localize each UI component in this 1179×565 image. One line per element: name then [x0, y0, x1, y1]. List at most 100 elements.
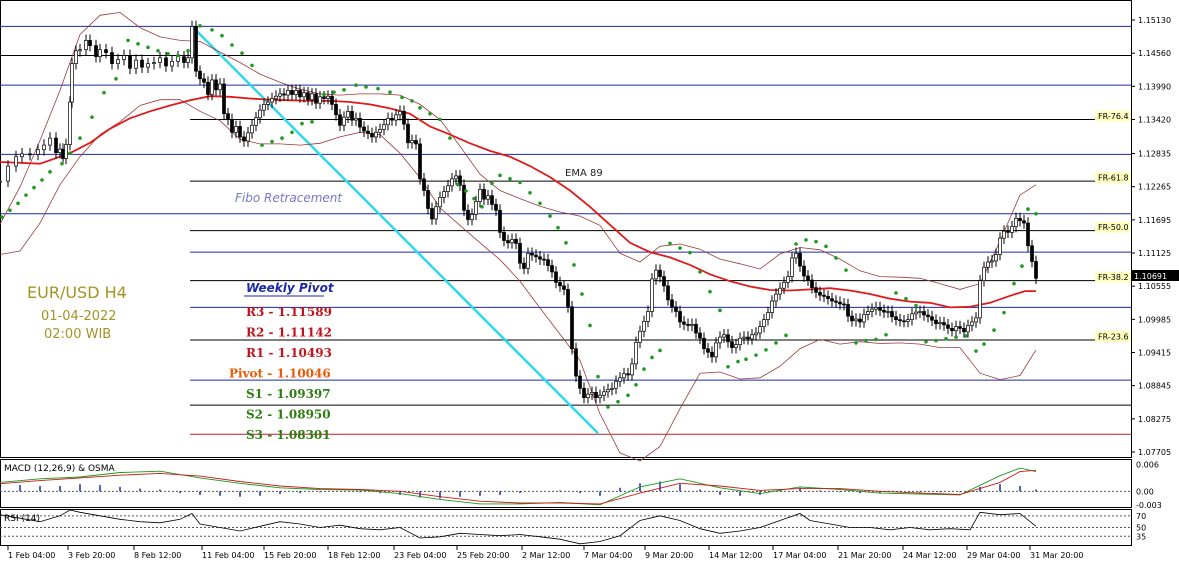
- candle-body: [686, 323, 690, 326]
- sar-dot: [688, 250, 692, 255]
- parabolic-sar: [0, 24, 1038, 409]
- candle-body: [61, 148, 65, 159]
- candle-body: [762, 319, 766, 327]
- candle-body: [878, 307, 882, 311]
- sar-dot: [0, 215, 4, 220]
- candle-body: [122, 55, 126, 60]
- candle-body: [1014, 218, 1018, 227]
- candle-body: [422, 178, 426, 191]
- candle-body: [462, 184, 466, 211]
- candle-body: [750, 334, 754, 340]
- candle-body: [88, 40, 92, 46]
- candle-body: [6, 165, 10, 182]
- y-tick-label: 1.10555: [1138, 282, 1171, 291]
- candle-body: [550, 265, 554, 273]
- candle-body: [230, 119, 234, 133]
- sar-dot: [428, 111, 432, 116]
- sar-dot: [48, 170, 52, 174]
- candle-body: [182, 56, 186, 63]
- y-tick-label: 1.12835: [1138, 150, 1171, 159]
- candle-body: [410, 140, 414, 144]
- candle-body: [698, 332, 702, 339]
- pivot-level-label: Pivot - 1.10046: [229, 367, 331, 381]
- current-price-label: 1.10691: [1134, 272, 1167, 281]
- candle-body: [84, 40, 88, 51]
- candle-body: [874, 307, 878, 310]
- candle-body: [710, 351, 714, 358]
- candle-body: [910, 313, 914, 320]
- candle-body: [870, 308, 874, 312]
- candle-body: [326, 95, 330, 99]
- candle-body: [518, 243, 522, 264]
- sar-dot: [814, 239, 818, 244]
- candle-body: [36, 149, 40, 155]
- candle-body: [458, 175, 462, 186]
- candle-body: [48, 137, 52, 146]
- candle-body: [270, 98, 274, 103]
- candle-body: [722, 334, 726, 338]
- candle-body: [250, 124, 254, 134]
- sar-dot: [992, 328, 996, 332]
- candle-body: [838, 301, 842, 305]
- candle-body: [140, 59, 144, 68]
- sar-dot: [332, 90, 336, 94]
- sar-dot: [864, 338, 868, 343]
- candle-body: [222, 83, 226, 115]
- sar-dot: [166, 51, 170, 56]
- candle-body: [362, 126, 366, 132]
- candle-body: [430, 208, 434, 220]
- x-tick-label: 2 Mar 12:00: [522, 551, 570, 560]
- candle-body: [626, 373, 630, 376]
- candle-body: [338, 114, 342, 126]
- x-tick-label: 17 Mar 04:00: [773, 551, 826, 560]
- candle-body: [128, 55, 132, 69]
- candle-body: [510, 238, 514, 244]
- macd-panel-frame: [0, 459, 1132, 508]
- candle-body: [650, 278, 654, 312]
- candle-body: [810, 279, 814, 288]
- candle-body: [630, 363, 634, 376]
- candle-body: [446, 185, 450, 192]
- candle-body: [438, 197, 442, 208]
- fibo-retracement-trendline: [191, 25, 599, 434]
- candle-body: [134, 59, 138, 69]
- sar-dot: [874, 337, 878, 342]
- sar-dot: [736, 359, 740, 364]
- candle-body: [442, 191, 446, 198]
- candle-body: [798, 252, 802, 267]
- candle-body: [906, 319, 910, 322]
- candle-body: [198, 70, 202, 80]
- candle-body: [782, 282, 786, 289]
- candle-body: [670, 299, 674, 308]
- candle-body: [290, 90, 294, 95]
- candle-body: [186, 57, 190, 63]
- candle-body: [978, 280, 982, 319]
- sar-dot: [220, 33, 224, 38]
- candle-body: [646, 311, 650, 322]
- candle-body: [1006, 230, 1010, 233]
- sar-dot: [634, 383, 638, 387]
- sar-dot: [342, 88, 346, 92]
- candle-body: [0, 180, 2, 183]
- sar-dot: [548, 214, 552, 218]
- candle-body: [258, 109, 262, 119]
- sar-dot: [588, 323, 592, 328]
- y-tick-label: 1.11695: [1138, 216, 1171, 225]
- horizontal-levels: [0, 25, 1131, 435]
- candle-body: [398, 110, 402, 116]
- candle-body: [190, 26, 194, 59]
- sar-dot: [508, 177, 512, 181]
- candle-body: [754, 332, 758, 336]
- sar-dot: [650, 355, 654, 360]
- sar-dot: [126, 38, 130, 43]
- candle-body: [862, 314, 866, 323]
- sar-dot: [364, 85, 368, 89]
- sar-dot: [260, 143, 264, 147]
- sar-dot: [1012, 281, 1016, 286]
- pivot-title: Weekly Pivot: [246, 281, 335, 295]
- sar-dot: [230, 43, 234, 47]
- candle-body: [426, 190, 430, 209]
- candle-body: [238, 126, 242, 138]
- y-tick-label: 1.13420: [1138, 115, 1171, 124]
